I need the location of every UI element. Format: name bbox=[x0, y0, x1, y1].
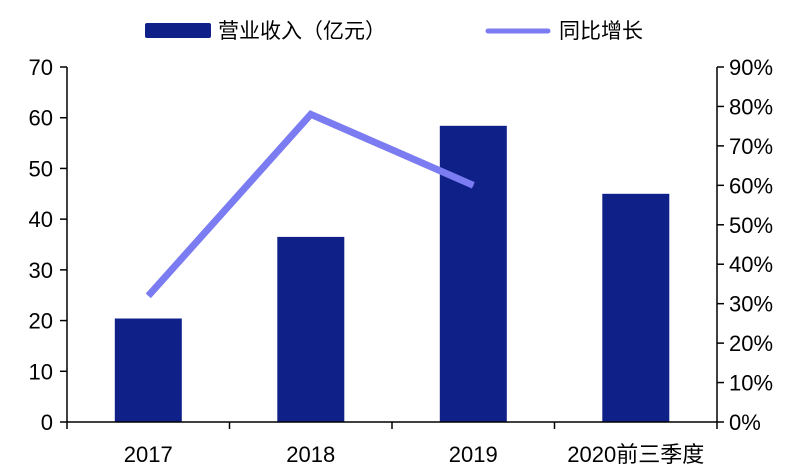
axes bbox=[66, 67, 718, 429]
right-axis-ticks: 0% 10% 20% 30% 40% 50% 60% 70% 80% 90% bbox=[717, 55, 773, 435]
right-tick-label: 30% bbox=[729, 292, 773, 317]
left-tick-label: 0 bbox=[41, 410, 53, 435]
legend: 营业收入（亿元） 同比增长 bbox=[145, 19, 643, 43]
category-labels: 2017 2018 2019 2020前三季度 bbox=[124, 442, 704, 467]
legend-swatch-revenue bbox=[145, 23, 211, 38]
category-label: 2019 bbox=[449, 442, 498, 467]
category-label: 2017 bbox=[124, 442, 173, 467]
bar-series-revenue bbox=[114, 125, 670, 423]
point-growth-2019 bbox=[472, 184, 474, 186]
bar-revenue-2018 bbox=[277, 236, 345, 422]
left-axis-ticks: 0 10 20 30 40 50 60 70 bbox=[29, 55, 67, 435]
left-tick-label: 30 bbox=[29, 258, 53, 283]
right-tick-label: 40% bbox=[729, 252, 773, 277]
left-tick-label: 10 bbox=[29, 359, 53, 384]
bar-revenue-2019 bbox=[439, 125, 507, 423]
left-tick-label: 60 bbox=[29, 106, 53, 131]
right-tick-label: 20% bbox=[729, 331, 773, 356]
right-tick-label: 0% bbox=[729, 410, 761, 435]
legend-label-growth: 同比增长 bbox=[559, 19, 643, 43]
left-tick-label: 50 bbox=[29, 156, 53, 181]
right-tick-label: 80% bbox=[729, 94, 773, 119]
left-tick-label: 20 bbox=[29, 309, 53, 334]
point-growth-2017 bbox=[147, 295, 149, 297]
left-tick-label: 70 bbox=[29, 55, 53, 80]
right-tick-label: 50% bbox=[729, 213, 773, 238]
line-series-growth bbox=[145, 110, 475, 299]
right-tick-label: 70% bbox=[729, 134, 773, 159]
right-tick-label: 60% bbox=[729, 173, 773, 198]
point-growth-2018 bbox=[310, 113, 312, 115]
bar-revenue-2017 bbox=[114, 318, 182, 422]
legend-label-revenue: 营业收入（亿元） bbox=[218, 19, 386, 43]
right-tick-label: 90% bbox=[729, 55, 773, 80]
category-label: 2018 bbox=[286, 442, 335, 467]
left-tick-label: 40 bbox=[29, 207, 53, 232]
category-label: 2020前三季度 bbox=[567, 442, 704, 467]
bar-revenue-2020前三季度 bbox=[602, 193, 670, 422]
right-tick-label: 10% bbox=[729, 371, 773, 396]
